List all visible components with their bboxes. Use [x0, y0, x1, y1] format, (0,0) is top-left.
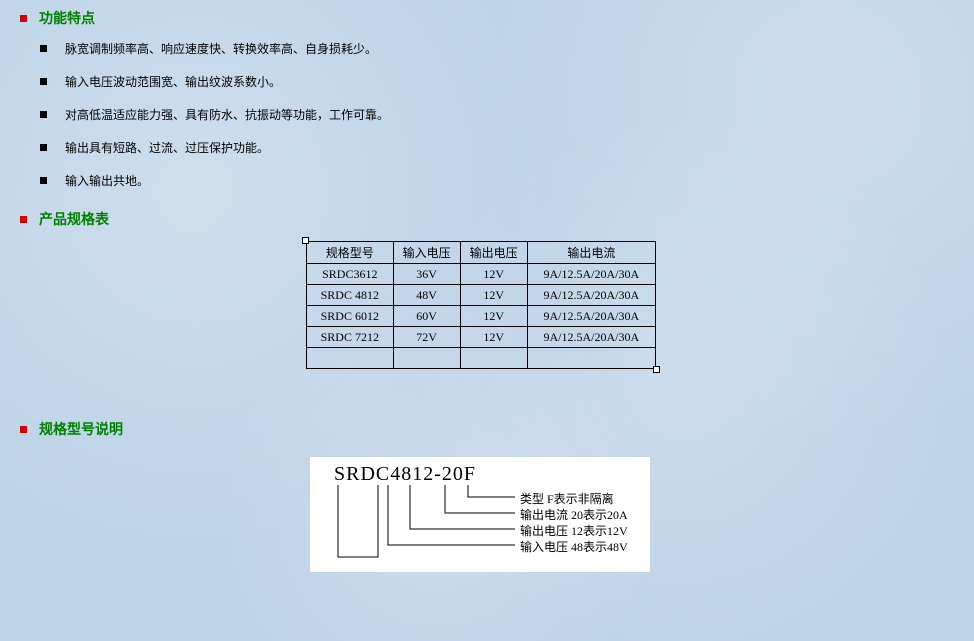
table-header: 规格型号: [307, 242, 394, 264]
feature-text: 输出具有短路、过流、过压保护功能。: [65, 139, 269, 156]
table-cell: 9A/12.5A/20A/30A: [527, 306, 655, 327]
feature-text: 脉宽调制频率高、响应速度快、转换效率高、自身损耗少。: [65, 40, 377, 57]
table-row: SRDC 4812 48V 12V 9A/12.5A/20A/30A: [307, 285, 656, 306]
list-item: 脉宽调制频率高、响应速度快、转换效率高、自身损耗少。: [40, 40, 974, 57]
table-row: SRDC3612 36V 12V 9A/12.5A/20A/30A: [307, 264, 656, 285]
section-header-spec: 产品规格表: [20, 209, 974, 229]
list-item: 输入电压波动范围宽、输出纹波系数小。: [40, 73, 974, 90]
table-cell: 72V: [393, 327, 460, 348]
table-row: SRDC 6012 60V 12V 9A/12.5A/20A/30A: [307, 306, 656, 327]
resize-handle-icon: [653, 366, 660, 373]
table-cell: SRDC 4812: [307, 285, 394, 306]
bullet-icon: [20, 426, 27, 433]
table-cell: SRDC 6012: [307, 306, 394, 327]
table-cell: SRDC 7212: [307, 327, 394, 348]
annotation: 类型 F表示非隔离: [520, 490, 614, 507]
annotation: 输出电压 12表示12V: [520, 522, 628, 539]
table-cell: 36V: [393, 264, 460, 285]
table-cell: 12V: [460, 264, 527, 285]
table-cell: 60V: [393, 306, 460, 327]
table-cell: [393, 348, 460, 369]
table-cell: [527, 348, 655, 369]
section-title: 产品规格表: [39, 209, 109, 229]
square-icon: [40, 78, 47, 85]
bullet-icon: [20, 216, 27, 223]
list-item: 输出具有短路、过流、过压保护功能。: [40, 139, 974, 156]
table-cell: 12V: [460, 327, 527, 348]
table-cell: SRDC3612: [307, 264, 394, 285]
table-cell: [307, 348, 394, 369]
section-header-features: 功能特点: [20, 8, 974, 28]
table-row: SRDC 7212 72V 12V 9A/12.5A/20A/30A: [307, 327, 656, 348]
list-item: 对高低温适应能力强、具有防水、抗振动等功能，工作可靠。: [40, 106, 974, 123]
annotation: 输出电流 20表示20A: [520, 506, 628, 523]
table-cell: 9A/12.5A/20A/30A: [527, 264, 655, 285]
table-cell: [460, 348, 527, 369]
square-icon: [40, 45, 47, 52]
bullet-icon: [20, 15, 27, 22]
table-row: [307, 348, 656, 369]
model-diagram: SRDC4812-20F 类型 F表示非隔离 输出电流 20表示20A 输出电压…: [310, 457, 650, 572]
table-cell: 12V: [460, 285, 527, 306]
table-cell: 9A/12.5A/20A/30A: [527, 285, 655, 306]
table-header: 输出电流: [527, 242, 655, 264]
spec-table: 规格型号 输入电压 输出电压 输出电流 SRDC3612 36V 12V 9A/…: [306, 241, 656, 369]
features-list: 脉宽调制频率高、响应速度快、转换效率高、自身损耗少。 输入电压波动范围宽、输出纹…: [40, 40, 974, 189]
table-header: 输出电压: [460, 242, 527, 264]
table-header: 输入电压: [393, 242, 460, 264]
list-item: 输入输出共地。: [40, 172, 974, 189]
square-icon: [40, 177, 47, 184]
square-icon: [40, 144, 47, 151]
spec-table-wrap: 规格型号 输入电压 输出电压 输出电流 SRDC3612 36V 12V 9A/…: [306, 241, 656, 369]
section-title: 规格型号说明: [39, 419, 123, 439]
feature-text: 输入电压波动范围宽、输出纹波系数小。: [65, 73, 281, 90]
feature-text: 输入输出共地。: [65, 172, 149, 189]
square-icon: [40, 111, 47, 118]
table-cell: 9A/12.5A/20A/30A: [527, 327, 655, 348]
resize-handle-icon: [302, 237, 309, 244]
table-row: 规格型号 输入电压 输出电压 输出电流: [307, 242, 656, 264]
feature-text: 对高低温适应能力强、具有防水、抗振动等功能，工作可靠。: [65, 106, 389, 123]
section-title: 功能特点: [39, 8, 95, 28]
annotation: 输入电压 48表示48V: [520, 538, 628, 555]
section-header-model: 规格型号说明: [20, 419, 974, 439]
table-cell: 12V: [460, 306, 527, 327]
table-cell: 48V: [393, 285, 460, 306]
